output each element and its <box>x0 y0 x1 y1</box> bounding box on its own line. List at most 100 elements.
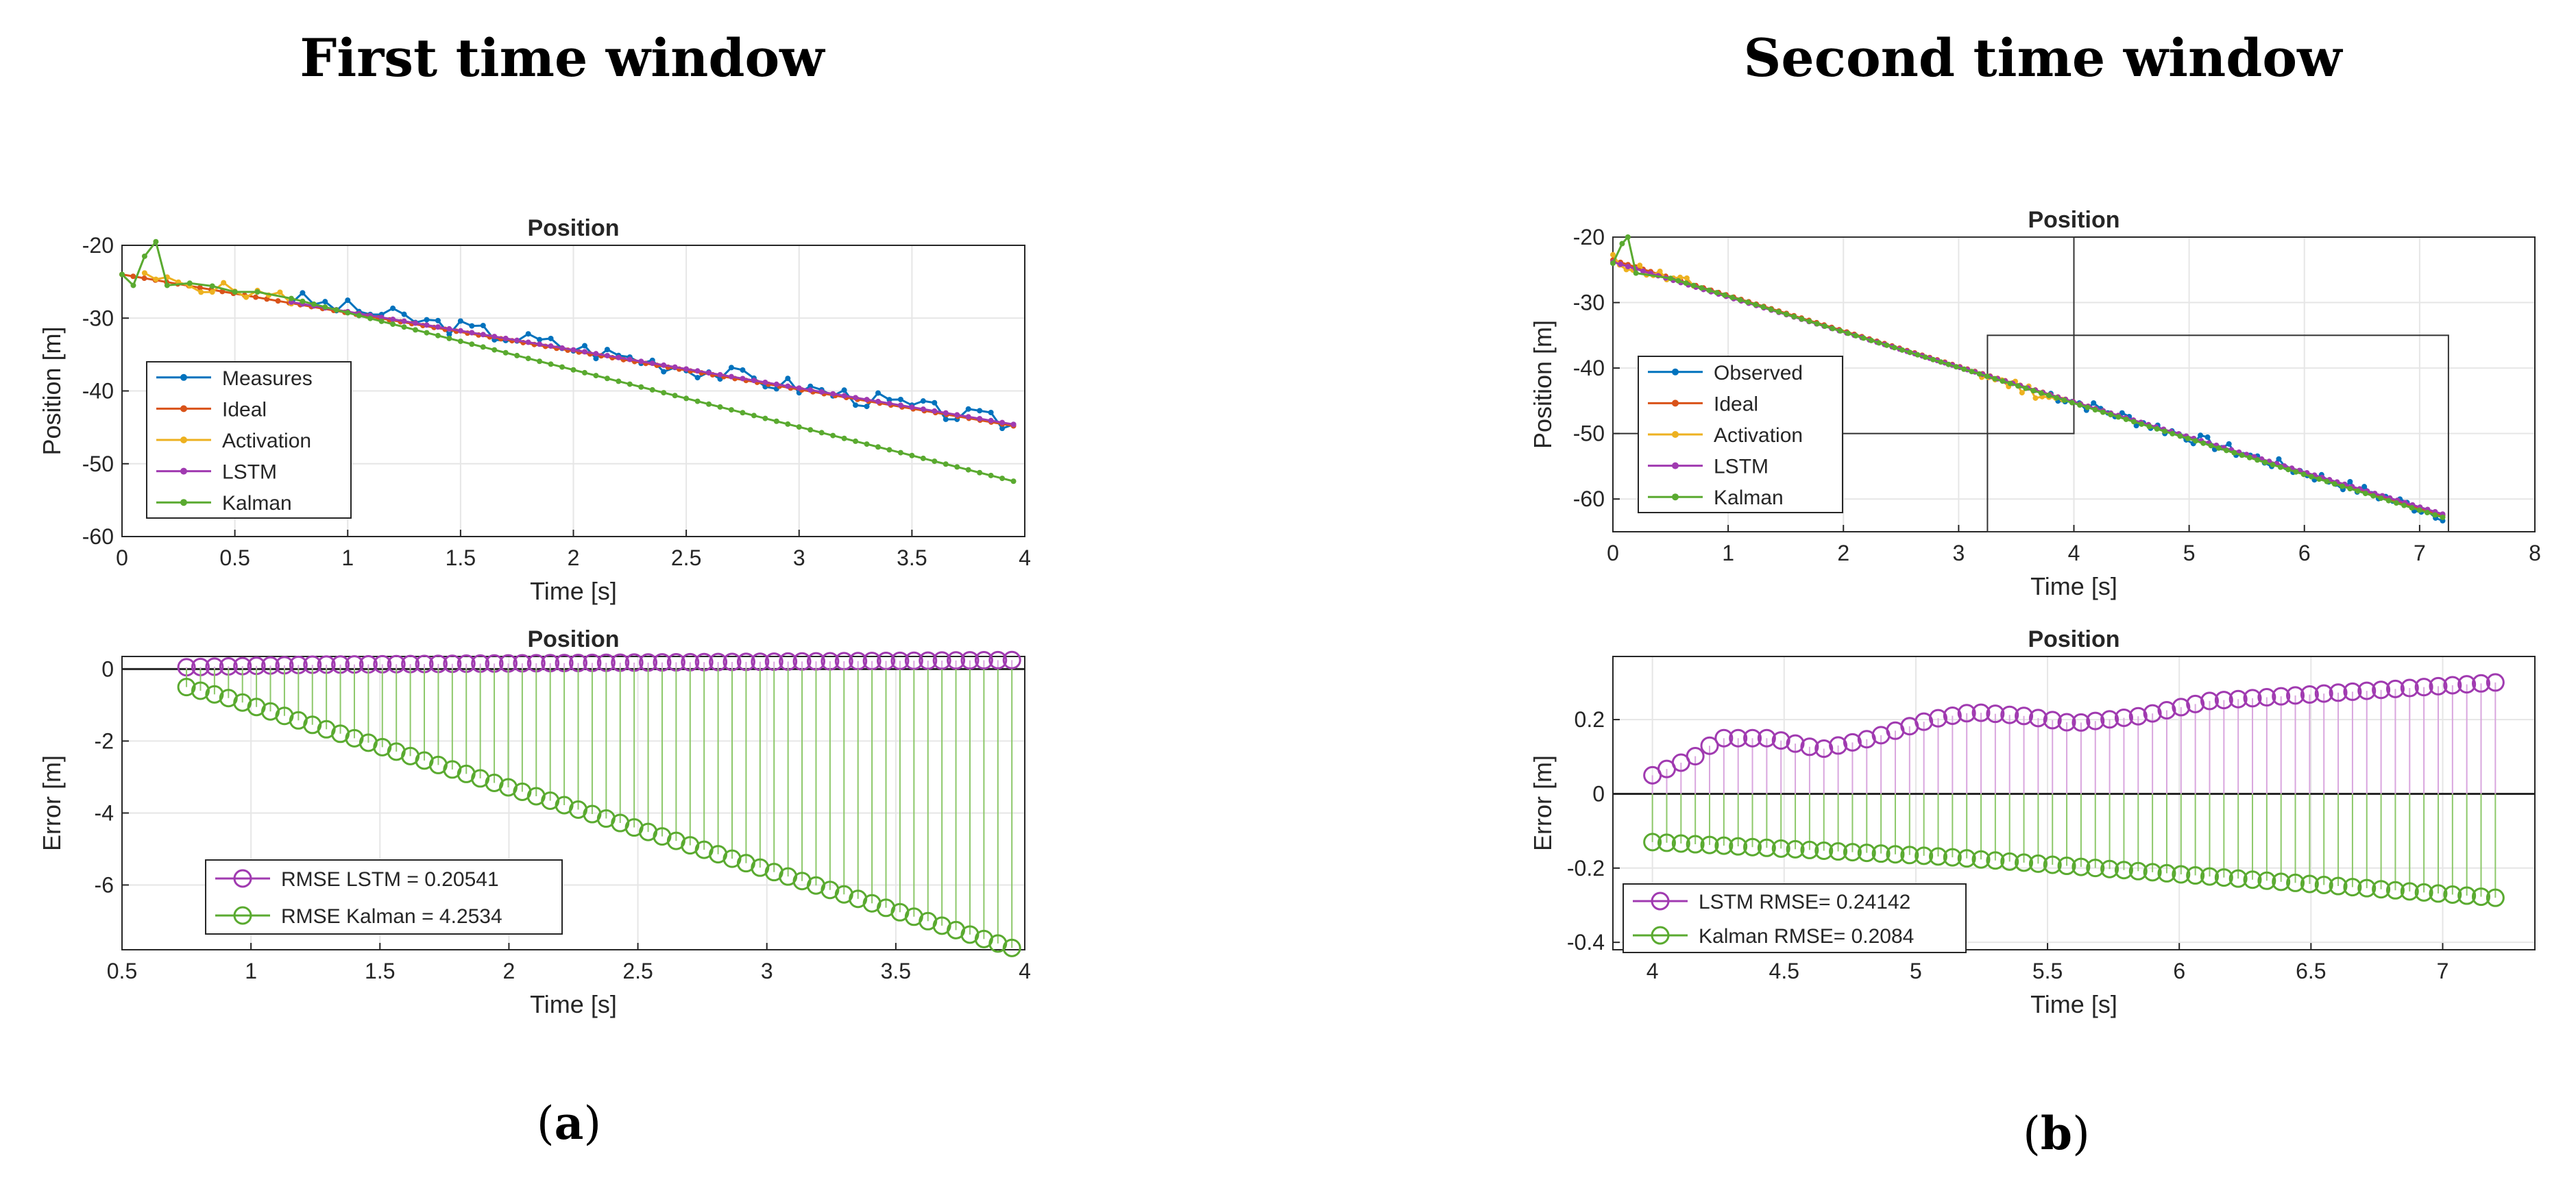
a_top-point-lstm <box>548 343 554 349</box>
b_top-point-kalman <box>2200 440 2207 446</box>
b_top-point-kalman <box>1737 297 1743 303</box>
b_top-point-kalman <box>1876 340 1882 346</box>
b_top-point-kalman <box>2370 493 2377 499</box>
b_bottom-title: Position <box>2028 626 2119 652</box>
a_top-point-kalman <box>977 469 983 476</box>
a_top-point-lstm <box>796 385 802 391</box>
b_top-point-kalman <box>2340 483 2346 489</box>
b_bottom-marker-kalman <box>2457 886 2477 905</box>
a_top-point-measures <box>886 397 892 403</box>
b_bottom-marker-lstm <box>2329 683 2348 702</box>
b_bottom-plot <box>1612 656 2536 953</box>
b_top-legend-label: Ideal <box>1714 393 1758 415</box>
a_top-tick-label-x: 0.5 <box>219 545 250 570</box>
a_top-xlabel: Time [s] <box>530 577 617 605</box>
a_top-point-kalman <box>367 315 374 321</box>
a_top-axes-frame <box>121 245 1025 537</box>
a_bottom-xlabel: Time [s] <box>530 990 617 1018</box>
b_top-point-kalman <box>2270 462 2276 468</box>
a_top-point-measures <box>728 365 734 371</box>
b_bottom-marker-lstm <box>2272 687 2291 706</box>
a_top-point-kalman <box>886 447 892 453</box>
a_bottom-legend-label: RMSE Kalman = 4.2534 <box>281 905 502 928</box>
a_top-point-lstm <box>762 380 768 386</box>
a_top-point-kalman <box>548 361 554 367</box>
a_top-point-kalman <box>141 253 147 259</box>
a_top-point-lstm <box>909 404 915 410</box>
a_top-point-kalman <box>604 376 610 382</box>
a_top-legend-marker <box>180 437 187 443</box>
b_top-point-kalman <box>1953 364 1959 370</box>
a_top-point-kalman <box>581 369 587 376</box>
b_top-point-kalman <box>1625 234 1631 240</box>
b_bottom-xlabel: Time [s] <box>2030 990 2117 1018</box>
b_bottom-marker-lstm <box>2286 686 2305 705</box>
a_top-point-lstm <box>740 376 746 382</box>
b_bottom-marker-kalman <box>1986 851 2005 870</box>
a_top-point-activation <box>141 270 147 276</box>
b_top-point-activation <box>1637 262 1643 269</box>
b_bottom-marker-kalman <box>2300 874 2319 894</box>
b_bottom-marker-lstm <box>2071 713 2091 732</box>
b_bottom-marker-kalman <box>2086 859 2105 878</box>
b_top-point-kalman <box>1891 345 1897 351</box>
a_top-point-measures <box>593 356 599 362</box>
b_top-title: Position <box>2028 207 2119 233</box>
b_bottom-marker-lstm <box>2043 711 2062 730</box>
a_top-point-measures <box>999 426 1006 432</box>
a_top-point-kalman <box>153 238 159 245</box>
b_top-tick-label-x: 6 <box>2298 541 2311 565</box>
b_top-point-kalman <box>1745 299 1751 306</box>
b_top-legend-marker <box>1672 368 1679 376</box>
b_top-point-kalman <box>1619 241 1625 247</box>
b_bottom-legend-marker <box>1651 926 1670 945</box>
b_top-point-kalman <box>1845 330 1851 336</box>
b_top-point-kalman <box>2324 478 2330 484</box>
b_bottom-marker-kalman <box>2114 861 2133 880</box>
a_top-point-ideal <box>253 294 259 300</box>
b_bottom-marker-lstm <box>1814 739 1834 759</box>
a_top-point-measures <box>920 398 926 404</box>
a_top-point-kalman <box>751 413 757 419</box>
b_bottom-tick-label-y: -0.2 <box>1567 856 1605 881</box>
b_top-legend-marker <box>1672 462 1679 469</box>
a_top-point-kalman <box>965 467 971 473</box>
a_top-point-lstm <box>413 320 419 326</box>
b_bottom-marker-kalman <box>2372 880 2391 899</box>
b_top-tick-label-y: -60 <box>1573 487 1605 511</box>
b_bottom-marker-kalman <box>1971 850 1991 869</box>
b_bottom-marker-kalman <box>1843 843 1862 862</box>
b_bottom-marker-kalman <box>1829 842 1848 861</box>
b_top-point-kalman <box>1699 285 1705 291</box>
b_top-point-kalman <box>1884 342 1890 348</box>
b_bottom-tick-label-y: -0.4 <box>1567 930 1605 955</box>
a_bottom-marker-lstm <box>919 651 938 670</box>
b_top-point-kalman <box>1675 278 1681 284</box>
b_top-point-kalman <box>2000 378 2006 384</box>
a_top-point-kalman <box>480 344 486 350</box>
a_top-point-kalman <box>130 282 136 288</box>
a_top-point-kalman <box>954 464 960 470</box>
a_top-point-kalman <box>694 398 701 404</box>
b_bottom-marker-kalman <box>2400 882 2419 901</box>
a_top-point-kalman <box>807 427 814 433</box>
a_top-point-lstm <box>480 332 486 338</box>
b_top-ylabel: Position [m] <box>1529 320 1557 449</box>
b_top-point-kalman <box>2432 512 2438 518</box>
a_top-point-kalman <box>638 384 644 390</box>
b_top-point-kalman <box>1806 318 1812 324</box>
b_top-point-activation <box>2032 395 2039 401</box>
a_top-point-lstm <box>694 368 701 374</box>
a_top-point-lstm <box>965 414 971 420</box>
b_top-point-kalman <box>1907 349 1913 356</box>
a_top-point-lstm <box>435 324 441 330</box>
a_top-point-kalman <box>514 352 520 358</box>
a_top-point-lstm <box>773 381 779 387</box>
b_bottom-marker-kalman <box>2200 867 2220 886</box>
a_bottom-tick-label-x: 2 <box>503 959 515 983</box>
b_bottom-marker-kalman <box>2314 876 2333 895</box>
b_top-point-kalman <box>1814 321 1821 327</box>
a_top-point-measures <box>345 297 351 304</box>
b_bottom-marker-kalman <box>2414 883 2433 902</box>
b_top-point-kalman <box>1721 292 1727 298</box>
